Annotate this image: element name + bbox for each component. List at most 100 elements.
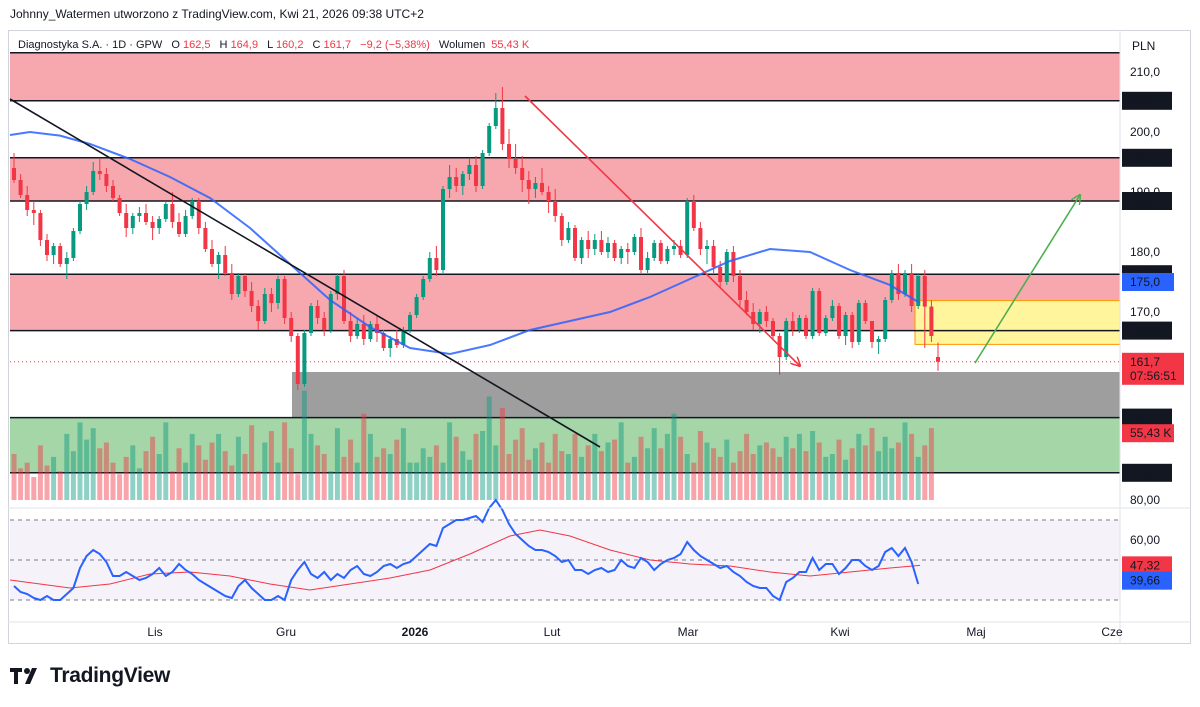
- candle[interactable]: [526, 171, 531, 204]
- candle[interactable]: [837, 303, 841, 339]
- candle[interactable]: [335, 273, 340, 300]
- candle[interactable]: [903, 270, 907, 297]
- candle[interactable]: [124, 204, 129, 237]
- candle[interactable]: [434, 246, 439, 276]
- candle[interactable]: [51, 243, 56, 264]
- candle[interactable]: [540, 168, 544, 195]
- candle[interactable]: [427, 252, 432, 282]
- candle[interactable]: [817, 288, 822, 336]
- candle[interactable]: [513, 144, 518, 174]
- candle[interactable]: [566, 222, 571, 243]
- candle[interactable]: [520, 156, 525, 192]
- candle[interactable]: [441, 186, 445, 273]
- candle[interactable]: [738, 270, 742, 306]
- candle[interactable]: [170, 192, 175, 228]
- candle[interactable]: [104, 168, 109, 192]
- candle[interactable]: [262, 288, 267, 324]
- candle[interactable]: [909, 264, 914, 312]
- tradingview-logo[interactable]: TradingView: [10, 664, 170, 688]
- candle[interactable]: [856, 300, 861, 345]
- candle[interactable]: [97, 159, 102, 180]
- candle[interactable]: [210, 240, 214, 267]
- candle[interactable]: [744, 291, 749, 315]
- candle[interactable]: [328, 291, 333, 333]
- candle[interactable]: [639, 228, 643, 273]
- candle[interactable]: [342, 270, 346, 324]
- candle[interactable]: [625, 243, 630, 264]
- candle[interactable]: [724, 249, 729, 285]
- candle[interactable]: [691, 195, 696, 231]
- candle[interactable]: [764, 306, 769, 327]
- candle[interactable]: [863, 300, 868, 324]
- candle[interactable]: [12, 153, 16, 183]
- candle[interactable]: [203, 222, 208, 252]
- candle[interactable]: [579, 237, 584, 264]
- candle[interactable]: [190, 198, 195, 219]
- candle[interactable]: [870, 321, 874, 348]
- candle[interactable]: [295, 333, 300, 390]
- time-scale[interactable]: Lis Gru 2026 Lut Mar Kwi Maj Cze: [8, 621, 1191, 639]
- candle[interactable]: [474, 156, 478, 192]
- candle[interactable]: [546, 186, 551, 213]
- candle[interactable]: [414, 294, 419, 318]
- candle[interactable]: [388, 336, 393, 357]
- candle[interactable]: [936, 342, 940, 371]
- candle[interactable]: [454, 168, 459, 192]
- candle[interactable]: [460, 171, 465, 195]
- candle[interactable]: [243, 273, 247, 297]
- candle[interactable]: [804, 315, 808, 339]
- candle[interactable]: [790, 312, 795, 336]
- candle[interactable]: [276, 276, 280, 309]
- candle[interactable]: [269, 288, 274, 312]
- candle[interactable]: [645, 252, 650, 273]
- candle[interactable]: [573, 225, 577, 261]
- candle[interactable]: [315, 300, 320, 324]
- candle[interactable]: [25, 186, 30, 216]
- trendline-arrow-up[interactable]: [974, 195, 1080, 364]
- candle[interactable]: [619, 246, 624, 264]
- candle[interactable]: [685, 198, 690, 258]
- candle[interactable]: [665, 246, 670, 264]
- candle[interactable]: [348, 312, 353, 342]
- candle[interactable]: [84, 186, 89, 210]
- candle[interactable]: [196, 198, 201, 234]
- candle[interactable]: [216, 252, 221, 279]
- candle[interactable]: [507, 129, 511, 168]
- candle[interactable]: [38, 210, 43, 246]
- candle[interactable]: [500, 87, 505, 150]
- candle[interactable]: [632, 234, 637, 255]
- candle[interactable]: [658, 240, 663, 264]
- candle[interactable]: [533, 177, 538, 198]
- candle[interactable]: [883, 297, 888, 342]
- candle[interactable]: [249, 282, 254, 312]
- candle[interactable]: [375, 315, 379, 342]
- candle[interactable]: [421, 276, 426, 300]
- candle[interactable]: [731, 246, 736, 282]
- candle[interactable]: [177, 213, 181, 237]
- candle[interactable]: [757, 309, 762, 333]
- candle[interactable]: [282, 276, 287, 324]
- candle[interactable]: [553, 189, 558, 222]
- candle[interactable]: [111, 180, 115, 201]
- candle[interactable]: [394, 330, 399, 348]
- trendline-layer[interactable]: [9, 95, 1080, 448]
- candle[interactable]: [256, 300, 261, 330]
- candle[interactable]: [322, 312, 327, 336]
- candle[interactable]: [408, 312, 412, 333]
- candle[interactable]: [493, 93, 498, 129]
- trendline-arrow-down[interactable]: [524, 95, 800, 366]
- candle[interactable]: [130, 213, 135, 234]
- candle[interactable]: [64, 252, 69, 279]
- candle[interactable]: [850, 312, 855, 348]
- candle[interactable]: [45, 234, 49, 261]
- candle[interactable]: [236, 273, 241, 297]
- candle[interactable]: [797, 315, 802, 333]
- candle[interactable]: [31, 201, 36, 225]
- candle[interactable]: [368, 321, 373, 342]
- candle[interactable]: [71, 228, 76, 261]
- candle[interactable]: [652, 240, 657, 261]
- candle[interactable]: [157, 216, 162, 234]
- candle[interactable]: [18, 174, 23, 198]
- candle[interactable]: [586, 231, 591, 258]
